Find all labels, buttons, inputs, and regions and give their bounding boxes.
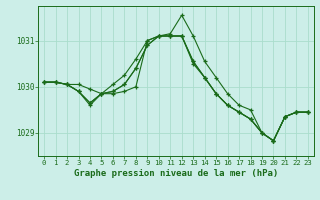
X-axis label: Graphe pression niveau de la mer (hPa): Graphe pression niveau de la mer (hPa) [74,169,278,178]
